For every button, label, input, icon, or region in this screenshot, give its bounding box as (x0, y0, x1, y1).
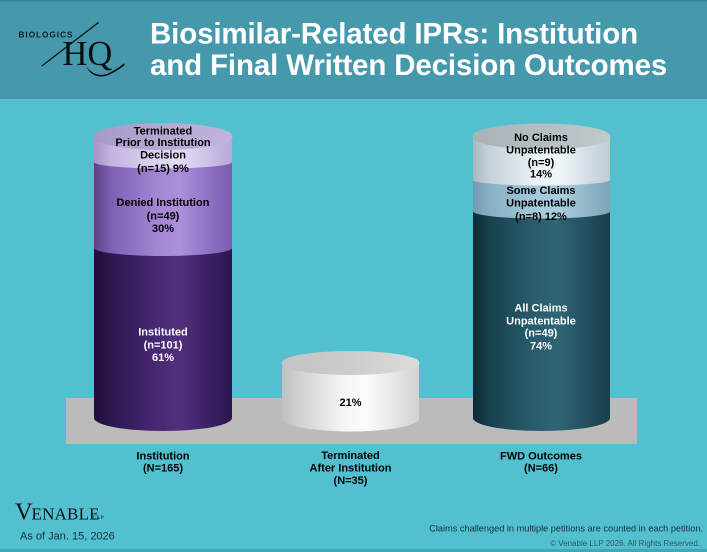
svg-text:HQ: HQ (63, 35, 113, 73)
svg-text:30%: 30% (152, 223, 174, 235)
svg-text:Some Claims: Some Claims (506, 185, 575, 197)
svg-text:After Institution: After Institution (310, 462, 392, 474)
svg-text:Terminated: Terminated (321, 450, 379, 462)
svg-text:and Final Written Decision Out: and Final Written Decision Outcomes (150, 49, 667, 82)
svg-text:V: V (15, 499, 33, 526)
svg-text:Terminated: Terminated (134, 126, 192, 138)
svg-text:(n=8) 12%: (n=8) 12% (515, 211, 567, 223)
svg-text:14%: 14% (530, 169, 552, 181)
svg-text:Claims challenged in multiple: Claims challenged in multiple petitions … (429, 523, 703, 533)
svg-text:Institution: Institution (136, 450, 189, 462)
svg-text:Unpatentable: Unpatentable (506, 144, 576, 156)
svg-text:FWD Outcomes: FWD Outcomes (500, 450, 582, 462)
svg-text:As of Jan. 15, 2026: As of Jan. 15, 2026 (20, 531, 115, 543)
svg-text:Prior to Institution: Prior to Institution (115, 137, 211, 149)
svg-text:LLP: LLP (93, 515, 104, 521)
svg-text:Unpatentable: Unpatentable (506, 316, 576, 328)
svg-text:(N=35): (N=35) (334, 475, 368, 487)
svg-text:(n=49): (n=49) (147, 211, 180, 223)
svg-text:(n=15) 9%: (n=15) 9% (137, 163, 189, 175)
svg-text:Biosimilar-Related IPRs: Insti: Biosimilar-Related IPRs: Institution (150, 17, 638, 50)
svg-text:No Claims: No Claims (514, 132, 568, 144)
svg-text:Unpatentable: Unpatentable (506, 198, 576, 210)
svg-text:(N=165): (N=165) (143, 462, 183, 474)
svg-text:Denied Institution: Denied Institution (117, 197, 210, 209)
svg-text:Decision: Decision (140, 150, 186, 162)
svg-text:(n=49): (n=49) (525, 328, 558, 340)
svg-text:Instituted: Instituted (138, 327, 188, 339)
svg-text:21%: 21% (339, 397, 361, 409)
svg-text:74%: 74% (530, 340, 552, 352)
svg-text:ENABLE: ENABLE (32, 505, 100, 524)
svg-text:© Venable LLP 2026. All Rights: © Venable LLP 2026. All Rights Reserved. (550, 539, 700, 548)
svg-text:61%: 61% (152, 352, 174, 364)
svg-text:BIOLOGICS: BIOLOGICS (19, 31, 74, 40)
svg-text:(n=9): (n=9) (528, 157, 555, 169)
svg-text:(n=101): (n=101) (144, 340, 183, 352)
svg-text:(N=66): (N=66) (524, 462, 558, 474)
svg-text:All Claims: All Claims (514, 303, 567, 315)
